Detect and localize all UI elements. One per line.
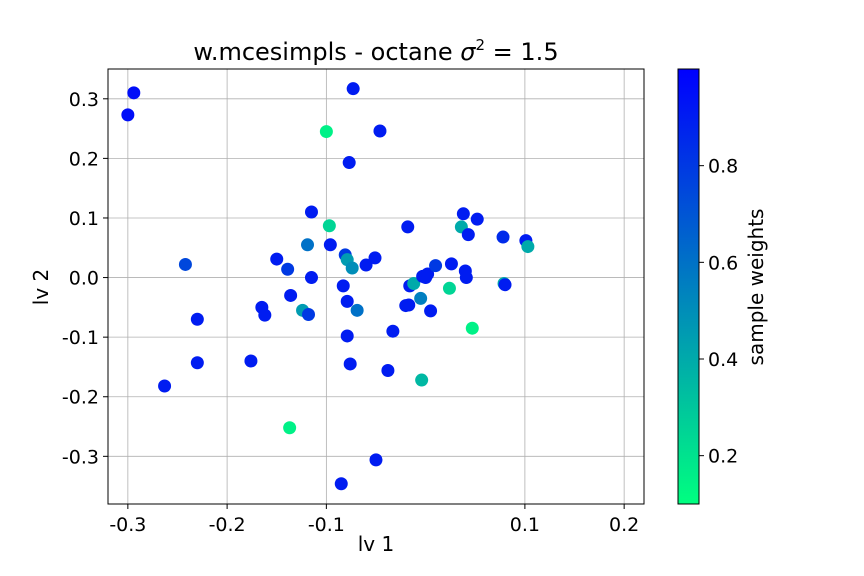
data-point — [343, 357, 357, 371]
colorbar-tick-label: 0.4 — [708, 349, 738, 371]
data-point — [342, 156, 356, 170]
data-point — [414, 291, 428, 305]
data-point — [340, 294, 354, 308]
data-point — [345, 261, 359, 275]
data-point — [346, 82, 360, 96]
y-tick-label: 0.3 — [69, 89, 99, 111]
data-point — [350, 303, 364, 317]
y-tick-label: -0.2 — [62, 387, 99, 409]
data-point — [401, 220, 415, 234]
data-point — [284, 288, 298, 302]
y-tick-label: -0.1 — [62, 327, 99, 349]
data-point — [470, 212, 484, 226]
data-point — [304, 205, 318, 219]
data-point — [424, 304, 438, 318]
x-tick-label: -0.3 — [109, 514, 146, 536]
colorbar-label: sample weights — [744, 209, 768, 366]
data-point — [521, 240, 535, 254]
y-tick-label: -0.3 — [62, 446, 99, 468]
data-point — [340, 329, 354, 343]
data-point — [386, 324, 400, 338]
data-point — [465, 321, 479, 335]
x-axis-ticks: -0.3 -0.2 -0.1 0.1 0.2 — [109, 504, 639, 536]
y-tick-label: 0.0 — [69, 268, 99, 290]
data-point — [369, 453, 383, 467]
y-tick-label: 0.2 — [69, 148, 99, 170]
data-point — [301, 238, 315, 252]
data-point — [319, 125, 333, 139]
data-point — [496, 230, 510, 244]
colorbar-tick-label: 0.8 — [708, 156, 738, 178]
data-point — [304, 271, 318, 285]
data-point — [459, 271, 473, 285]
data-point — [498, 278, 512, 292]
grid-lines — [108, 69, 644, 504]
colorbar-ticks: 0.8 0.6 0.4 0.2 — [699, 156, 738, 468]
data-point — [442, 281, 456, 295]
y-axis-label: lv 2 — [29, 269, 53, 305]
data-point — [281, 262, 295, 276]
data-point — [461, 228, 475, 242]
data-point — [158, 379, 172, 393]
data-point — [322, 219, 336, 233]
x-tick-label: -0.1 — [308, 514, 345, 536]
data-point — [127, 86, 141, 100]
data-point — [244, 354, 258, 368]
data-points — [121, 82, 535, 491]
data-point — [334, 477, 348, 491]
x-tick-label: 0.1 — [510, 514, 540, 536]
colorbar-tick-label: 0.2 — [708, 446, 738, 468]
y-tick-label: 0.1 — [69, 208, 99, 230]
data-point — [407, 277, 421, 291]
data-point — [323, 238, 337, 252]
x-tick-label: 0.2 — [609, 514, 639, 536]
data-point — [121, 108, 135, 122]
data-point — [429, 259, 443, 273]
plot-frame — [107, 68, 645, 505]
x-tick-label: -0.2 — [209, 514, 246, 536]
data-point — [283, 421, 297, 435]
colorbar-tick-label: 0.6 — [708, 252, 738, 274]
data-point — [359, 258, 373, 272]
data-point — [402, 298, 416, 312]
data-point — [421, 267, 435, 281]
data-point — [190, 312, 204, 326]
data-point — [368, 251, 382, 265]
data-point — [415, 373, 429, 387]
data-point — [258, 308, 272, 322]
data-point — [190, 356, 204, 370]
data-point — [373, 124, 387, 138]
data-point — [270, 252, 284, 266]
data-point — [456, 207, 470, 221]
y-axis-ticks: 0.3 0.2 0.1 0.0 -0.1 -0.2 -0.3 — [62, 89, 108, 468]
data-point — [178, 257, 192, 271]
data-point — [444, 257, 458, 271]
data-point — [381, 364, 395, 378]
chart-title: w.mcesimpls - octane σ2 = 1.5 — [193, 36, 558, 66]
colorbar — [677, 68, 700, 505]
data-point — [336, 279, 350, 293]
data-point — [302, 308, 316, 322]
x-axis-label: lv 1 — [358, 532, 394, 556]
